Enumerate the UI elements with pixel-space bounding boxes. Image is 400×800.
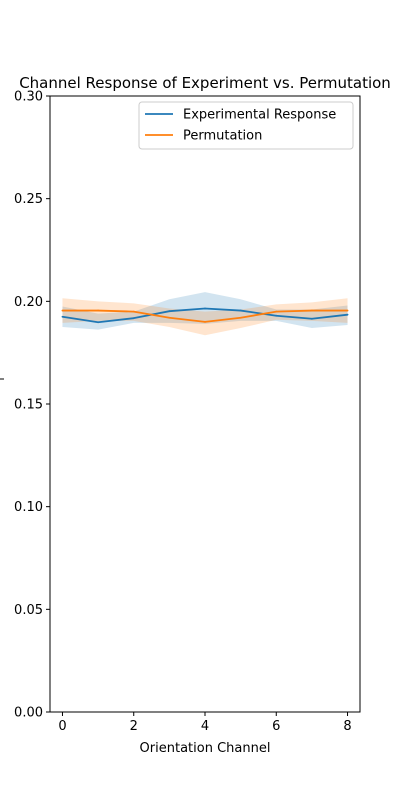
y-tick-label: 0.20 [14,295,43,310]
data-point [346,313,349,316]
legend-label-1: Experimental Response [183,108,336,123]
y-tick-label: 0.15 [14,398,43,413]
x-axis-title: Orientation Channel [140,741,271,756]
chart-title: Channel Response of Experiment vs. Permu… [19,74,391,92]
data-point [61,309,64,312]
data-point [168,310,171,313]
confidence-bands [62,292,348,336]
x-tick-label: 8 [343,719,351,734]
x-tick-label: 6 [272,719,280,734]
data-point [204,307,206,310]
data-point [97,309,99,312]
data-point [239,309,242,312]
y-tick-label: 0.10 [14,500,43,515]
legend-label-2: Permutation [183,129,262,144]
data-point [275,314,278,317]
series-lines [61,307,349,324]
x-axis: 0 2 4 6 8 [58,712,352,734]
x-tick-label: 2 [130,719,138,734]
y-axis: 0.00 0.05 0.10 0.15 0.20 0.25 0.30 [14,90,50,721]
data-point [346,309,349,312]
data-point [204,320,206,323]
x-tick-label: 0 [58,719,66,734]
data-point [311,309,313,312]
data-point [311,317,313,320]
confidence-band-2 [62,298,348,336]
plot-frame [49,95,361,713]
y-tick-label: 0.00 [14,706,43,721]
data-point [275,310,278,313]
legend-box [138,101,354,150]
data-point [168,316,171,319]
y-tick-label: 0.05 [14,603,43,618]
data-point [132,310,135,313]
data-point [132,317,135,320]
confidence-band-1 [62,292,348,330]
y-tick-label: 0.25 [14,192,43,207]
data-point [61,315,64,318]
data-point [97,321,99,324]
legend: Experimental Response Permutation [138,101,354,150]
data-point [239,316,242,319]
x-tick-label: 4 [201,719,209,734]
y-tick-label: 0.30 [14,90,43,105]
